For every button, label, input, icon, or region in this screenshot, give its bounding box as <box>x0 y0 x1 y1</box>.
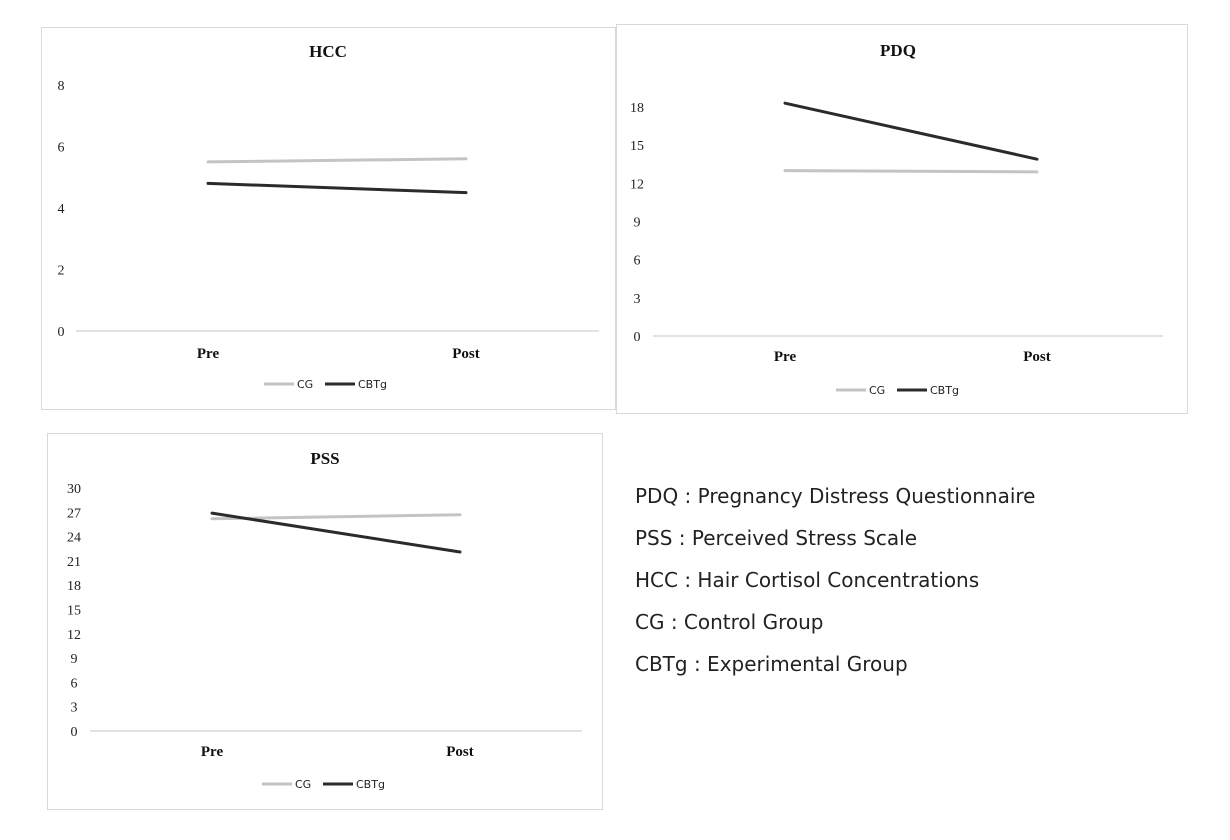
pss-chart: PSS 0 3 6 9 12 15 18 21 24 27 30 Pre Post CG CBTg <box>67 449 582 791</box>
hcc-series-line-cg <box>206 157 468 164</box>
glossary-item-cbtg: CBTg : Experimental Group <box>635 652 908 676</box>
pss-y-tick-label: 18 <box>67 579 81 594</box>
hcc-series-line-cbtg <box>206 181 468 195</box>
pdq-chart-title: PDQ <box>880 41 916 60</box>
hcc-y-tick-label: 2 <box>58 264 65 279</box>
pdq-y-tick-label: 9 <box>634 216 641 231</box>
pss-y-tick-label: 27 <box>67 506 81 521</box>
pss-y-tick-label: 0 <box>71 725 78 740</box>
hcc-chart-title: HCC <box>309 42 347 61</box>
pss-chart-title: PSS <box>310 449 339 468</box>
hcc-legend-label-cbtg: CBTg <box>358 378 387 391</box>
pss-y-tick-label: 3 <box>71 701 78 716</box>
pdq-y-tick-label: 12 <box>630 177 644 192</box>
hcc-chart: HCC 0 2 4 6 8 Pre Post CG CBTg <box>58 42 599 391</box>
pss-y-tick-label: 30 <box>67 482 81 497</box>
pdq-chart: PDQ 0 3 6 9 12 15 18 Pre Post CG CBTg <box>630 41 1163 397</box>
pss-legend-label-cbtg: CBTg <box>356 778 385 791</box>
pdq-chart-panel: PDQ 0 3 6 9 12 15 18 Pre Post CG CBTg <box>616 24 1188 414</box>
hcc-x-tick-label-pre: Pre <box>197 346 220 362</box>
pdq-legend-label-cg: CG <box>869 384 885 397</box>
glossary-item-hcc: HCC : Hair Cortisol Concentrations <box>635 568 980 592</box>
hcc-legend-label-cg: CG <box>297 378 313 391</box>
pss-x-tick-label-post: Post <box>446 744 474 760</box>
pdq-y-tick-label: 18 <box>630 101 644 116</box>
pss-y-tick-label: 24 <box>67 531 81 546</box>
hcc-x-tick-label-post: Post <box>452 346 480 362</box>
pss-y-tick-label: 15 <box>67 604 81 619</box>
hcc-y-tick-label: 8 <box>58 79 65 94</box>
pss-y-tick-label: 12 <box>67 628 81 643</box>
pdq-legend-label-cbtg: CBTg <box>930 384 959 397</box>
glossary-item-cg: CG : Control Group <box>635 610 824 634</box>
pss-y-tick-label: 21 <box>67 555 81 570</box>
glossary-item-pdq: PDQ : Pregnancy Distress Questionnaire <box>635 484 1036 508</box>
pdq-y-tick-label: 15 <box>630 139 644 154</box>
pdq-x-tick-label-pre: Pre <box>774 349 797 365</box>
pss-legend-label-cg: CG <box>295 778 311 791</box>
pdq-y-tick-label: 3 <box>634 292 641 307</box>
pdq-y-tick-label: 6 <box>634 254 641 269</box>
abbreviation-glossary: PDQ : Pregnancy Distress Questionnaire P… <box>635 478 1035 688</box>
pdq-series-line-cbtg <box>783 101 1039 161</box>
pss-y-tick-label: 9 <box>71 652 78 667</box>
glossary-item-pss: PSS : Perceived Stress Scale <box>635 526 918 550</box>
pss-y-tick-label: 6 <box>71 676 78 691</box>
pdq-x-tick-label-post: Post <box>1023 349 1051 365</box>
hcc-y-tick-label: 6 <box>58 141 65 156</box>
hcc-y-tick-label: 0 <box>58 325 65 340</box>
pdq-y-tick-label: 0 <box>634 330 641 345</box>
pdq-series-line-cg <box>783 169 1039 174</box>
pss-x-tick-label-pre: Pre <box>201 744 224 760</box>
pss-series-line-cbtg <box>210 511 462 554</box>
hcc-y-tick-label: 4 <box>58 202 65 217</box>
hcc-chart-panel: HCC 0 2 4 6 8 Pre Post CG CBTg <box>41 27 616 410</box>
pss-chart-panel: PSS 0 3 6 9 12 15 18 21 24 27 30 Pre Post CG CBTg <box>47 433 603 810</box>
